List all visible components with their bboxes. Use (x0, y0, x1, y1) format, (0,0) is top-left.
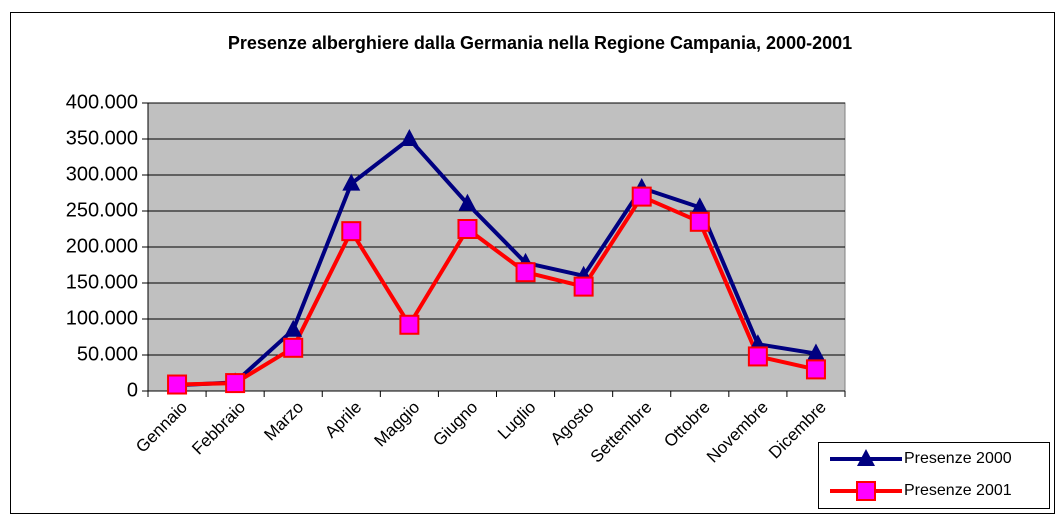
marker (515, 262, 536, 283)
marker (573, 276, 594, 297)
legend-marker (857, 449, 875, 466)
marker (167, 374, 188, 395)
marker (805, 359, 826, 380)
y-tick-label: 100.000 (66, 307, 138, 329)
y-tick-label: 150.000 (66, 271, 138, 293)
marker (631, 186, 652, 207)
marker (689, 211, 710, 232)
y-tick-label: 0 (127, 379, 138, 401)
chart-title: Presenze alberghiere dalla Germania nell… (228, 33, 852, 53)
marker (342, 173, 361, 191)
marker (690, 197, 709, 215)
marker (341, 221, 362, 242)
y-tick-label: 50.000 (77, 343, 138, 365)
legend-label: Presenze 2001 (904, 482, 1012, 499)
legend-label: Presenze 2000 (904, 450, 1012, 467)
y-tick-label: 400.000 (66, 91, 138, 113)
marker (400, 129, 419, 146)
y-tick-label: 200.000 (66, 235, 138, 257)
marker (399, 314, 420, 335)
marker (225, 373, 246, 394)
marker (458, 193, 477, 211)
legend-marker (856, 481, 876, 501)
marker (284, 319, 303, 337)
marker (806, 343, 825, 361)
marker (283, 337, 304, 358)
marker (457, 219, 478, 239)
y-tick-label: 300.000 (66, 163, 138, 185)
y-tick-label: 350.000 (66, 127, 138, 149)
legend-box (818, 442, 1050, 509)
y-tick-label: 250.000 (66, 199, 138, 221)
marker (747, 346, 768, 367)
